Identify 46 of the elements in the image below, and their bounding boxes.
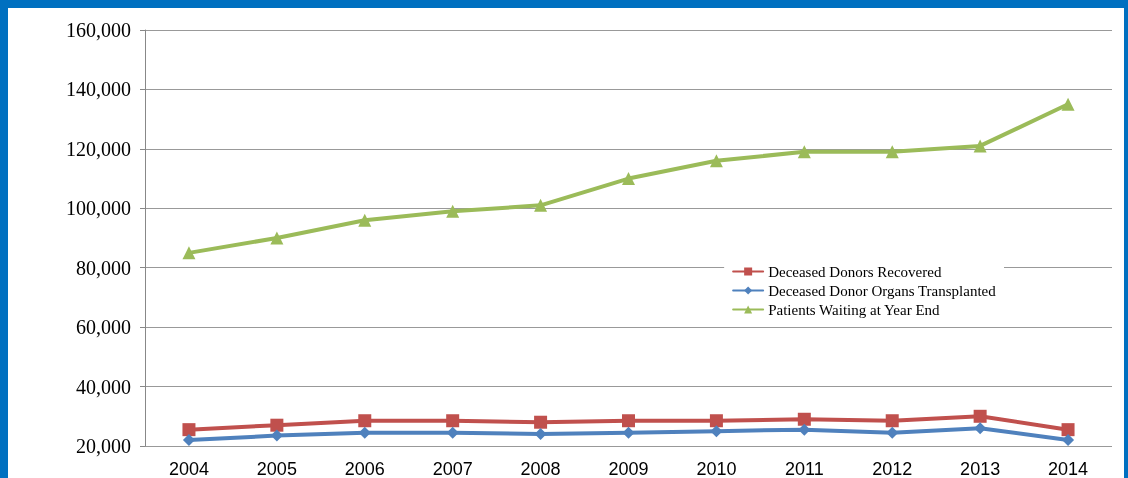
point bbox=[358, 213, 372, 227]
x-tick-label: 2012 bbox=[872, 459, 913, 478]
point bbox=[797, 145, 811, 159]
x-tick-label: 2014 bbox=[1048, 459, 1089, 478]
point bbox=[622, 172, 635, 186]
x-tick-label: 2004 bbox=[168, 459, 209, 478]
x-tick-label: 2007 bbox=[432, 459, 473, 478]
x-tick-label: 2013 bbox=[960, 459, 1001, 478]
y-tick-label: 80,000 bbox=[76, 256, 131, 279]
point bbox=[709, 154, 723, 168]
x-tick-label: 2009 bbox=[608, 459, 649, 478]
point bbox=[358, 414, 372, 428]
point bbox=[885, 145, 899, 159]
legend-label: Deceased Donors Recovered bbox=[768, 263, 942, 280]
point bbox=[1061, 97, 1075, 111]
point bbox=[534, 198, 548, 212]
point bbox=[182, 423, 196, 437]
y-tick-label: 60,000 bbox=[76, 316, 131, 339]
y-tick-label: 140,000 bbox=[66, 78, 131, 101]
x-tick-label: 2008 bbox=[520, 459, 561, 478]
point bbox=[270, 231, 284, 245]
point bbox=[446, 414, 460, 428]
point bbox=[446, 204, 460, 218]
y-tick-label: 20,000 bbox=[76, 435, 131, 457]
x-tick-label: 2010 bbox=[696, 459, 737, 478]
point bbox=[1062, 434, 1075, 447]
y-tick-label: 160,000 bbox=[66, 19, 131, 41]
point bbox=[182, 246, 196, 260]
point bbox=[797, 412, 811, 426]
y-tick-label: 40,000 bbox=[76, 375, 131, 398]
point bbox=[270, 418, 284, 432]
point bbox=[709, 414, 723, 428]
y-tick-label: 120,000 bbox=[66, 137, 131, 160]
x-tick-label: 2005 bbox=[256, 459, 297, 478]
legend-label: Patients Waiting at Year End bbox=[768, 301, 941, 318]
point bbox=[534, 415, 548, 429]
y-tick-label: 100,000 bbox=[66, 197, 131, 220]
point bbox=[973, 139, 987, 153]
legend-label: Deceased Donor Organs Transplanted bbox=[768, 282, 997, 299]
x-tick-label: 2011 bbox=[784, 459, 824, 478]
point bbox=[1061, 423, 1075, 437]
point bbox=[182, 434, 195, 447]
point bbox=[885, 414, 899, 428]
point bbox=[622, 414, 635, 428]
point bbox=[973, 409, 987, 423]
x-tick-label: 2006 bbox=[344, 459, 385, 478]
